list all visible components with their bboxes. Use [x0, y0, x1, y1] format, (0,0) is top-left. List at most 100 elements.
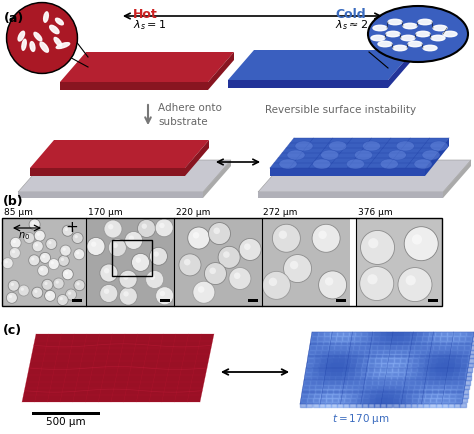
Bar	[356, 218, 442, 306]
Circle shape	[55, 280, 59, 284]
Polygon shape	[357, 354, 364, 358]
Polygon shape	[419, 389, 425, 394]
Polygon shape	[403, 376, 409, 381]
Polygon shape	[349, 402, 356, 407]
Text: 85 μm: 85 μm	[4, 208, 33, 217]
Polygon shape	[449, 394, 456, 398]
Polygon shape	[270, 168, 425, 176]
Polygon shape	[377, 350, 383, 354]
Circle shape	[404, 227, 438, 261]
Polygon shape	[428, 372, 435, 376]
Polygon shape	[425, 394, 431, 398]
Polygon shape	[448, 398, 455, 402]
Circle shape	[62, 225, 73, 236]
Ellipse shape	[50, 25, 59, 34]
Circle shape	[9, 295, 12, 298]
Text: Cold: Cold	[335, 8, 365, 21]
Circle shape	[7, 3, 78, 73]
Polygon shape	[307, 398, 313, 402]
Polygon shape	[325, 402, 331, 407]
Polygon shape	[419, 358, 424, 363]
Polygon shape	[336, 376, 341, 381]
Circle shape	[24, 233, 35, 243]
Polygon shape	[350, 398, 356, 402]
Polygon shape	[376, 389, 383, 394]
Polygon shape	[325, 363, 331, 367]
Ellipse shape	[373, 25, 387, 31]
Polygon shape	[30, 140, 209, 168]
Circle shape	[62, 269, 73, 280]
Polygon shape	[408, 345, 414, 349]
Polygon shape	[405, 363, 411, 367]
Polygon shape	[432, 389, 438, 394]
Polygon shape	[335, 381, 341, 385]
Polygon shape	[424, 363, 430, 367]
Polygon shape	[421, 376, 428, 381]
Polygon shape	[402, 381, 409, 385]
Polygon shape	[455, 398, 461, 402]
Bar	[2, 218, 442, 306]
Polygon shape	[410, 372, 416, 376]
Ellipse shape	[403, 23, 417, 29]
Polygon shape	[426, 389, 431, 394]
Polygon shape	[354, 341, 360, 345]
Polygon shape	[320, 394, 326, 398]
Circle shape	[53, 278, 64, 289]
Polygon shape	[442, 402, 448, 407]
Circle shape	[193, 281, 215, 303]
Polygon shape	[321, 389, 327, 394]
Polygon shape	[422, 336, 428, 341]
Polygon shape	[330, 336, 336, 341]
Circle shape	[119, 287, 137, 305]
Polygon shape	[208, 52, 234, 90]
Circle shape	[209, 223, 230, 245]
Polygon shape	[310, 385, 315, 389]
Polygon shape	[380, 332, 386, 336]
Polygon shape	[399, 363, 405, 367]
Polygon shape	[358, 385, 365, 389]
Polygon shape	[387, 398, 393, 402]
Polygon shape	[346, 389, 352, 394]
Polygon shape	[394, 394, 400, 398]
Circle shape	[218, 247, 240, 268]
Polygon shape	[451, 350, 456, 354]
Circle shape	[48, 241, 52, 244]
Polygon shape	[369, 398, 375, 402]
Ellipse shape	[416, 31, 430, 37]
Polygon shape	[328, 345, 334, 349]
Polygon shape	[462, 354, 468, 358]
Polygon shape	[410, 336, 416, 341]
Bar	[112, 240, 152, 276]
Polygon shape	[391, 376, 397, 381]
Polygon shape	[404, 367, 410, 372]
Circle shape	[32, 241, 43, 252]
Polygon shape	[409, 341, 415, 345]
Polygon shape	[432, 350, 438, 354]
Polygon shape	[429, 332, 435, 336]
Circle shape	[91, 241, 96, 247]
Polygon shape	[340, 350, 346, 354]
Polygon shape	[434, 341, 440, 345]
Polygon shape	[459, 372, 465, 376]
Polygon shape	[371, 385, 377, 389]
Circle shape	[131, 253, 149, 271]
Polygon shape	[430, 398, 436, 402]
Polygon shape	[402, 345, 408, 349]
Circle shape	[137, 220, 155, 237]
Polygon shape	[355, 336, 360, 341]
Polygon shape	[325, 367, 331, 372]
Polygon shape	[456, 354, 462, 358]
Polygon shape	[434, 336, 440, 341]
Bar	[160, 299, 170, 302]
Polygon shape	[397, 376, 403, 381]
Polygon shape	[427, 381, 433, 385]
Circle shape	[229, 267, 251, 289]
Polygon shape	[407, 389, 413, 394]
Circle shape	[76, 282, 80, 286]
Circle shape	[312, 224, 340, 252]
Circle shape	[150, 275, 155, 280]
Polygon shape	[368, 363, 374, 367]
Polygon shape	[375, 398, 381, 402]
Polygon shape	[328, 385, 334, 389]
Polygon shape	[371, 345, 377, 349]
